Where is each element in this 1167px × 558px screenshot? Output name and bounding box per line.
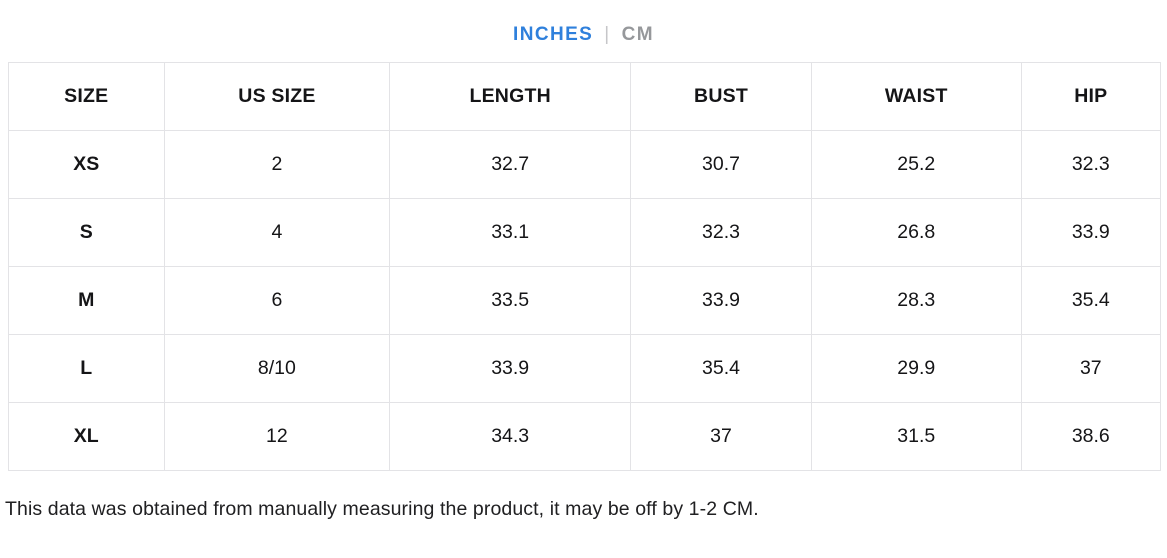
unit-toggle: INCHES | CM: [0, 0, 1167, 46]
us-size-cell: 2: [163, 130, 391, 199]
waist-cell: 26.8: [810, 198, 1022, 267]
size-label-cell: XS: [8, 130, 165, 199]
us-size-cell: 8/10: [163, 334, 391, 403]
waist-cell: 29.9: [810, 334, 1022, 403]
unit-toggle-inches[interactable]: INCHES: [513, 24, 594, 45]
bust-cell: 35.4: [630, 334, 812, 403]
waist-cell: 31.5: [810, 402, 1022, 471]
length-cell: 33.5: [389, 266, 632, 335]
length-cell: 33.1: [389, 198, 632, 267]
unit-toggle-divider: |: [604, 24, 611, 45]
table-row-m: M 6 33.5 33.9 28.3 35.4: [8, 266, 1162, 335]
us-size-cell: 4: [163, 198, 391, 267]
hip-cell: 33.9: [1020, 198, 1162, 267]
hip-cell: 38.6: [1020, 402, 1162, 471]
us-size-cell: 6: [163, 266, 391, 335]
hip-cell: 32.3: [1020, 130, 1162, 199]
unit-toggle-cm[interactable]: CM: [621, 24, 654, 45]
table-row-l: L 8/10 33.9 35.4 29.9 37: [8, 334, 1162, 403]
table-row-xs: XS 2 32.7 30.7 25.2 32.3: [8, 130, 1162, 199]
table-header-row: SIZE US SIZE LENGTH BUST WAIST HIP: [8, 62, 1162, 131]
us-size-cell: 12: [163, 402, 391, 471]
column-header-length: LENGTH: [389, 62, 632, 131]
waist-cell: 25.2: [810, 130, 1022, 199]
size-label-cell: M: [8, 266, 165, 335]
column-header-size: SIZE: [8, 62, 165, 131]
size-label-cell: L: [8, 334, 165, 403]
hip-cell: 35.4: [1020, 266, 1162, 335]
column-header-us-size: US SIZE: [163, 62, 391, 131]
table-row-s: S 4 33.1 32.3 26.8 33.9: [8, 198, 1162, 267]
bust-cell: 37: [630, 402, 812, 471]
hip-cell: 37: [1020, 334, 1162, 403]
measurement-disclaimer: This data was obtained from manually mea…: [5, 498, 759, 520]
column-header-waist: WAIST: [810, 62, 1022, 131]
size-chart-table: SIZE US SIZE LENGTH BUST WAIST HIP XS 2 …: [8, 62, 1162, 471]
waist-cell: 28.3: [810, 266, 1022, 335]
length-cell: 33.9: [389, 334, 632, 403]
bust-cell: 30.7: [630, 130, 812, 199]
table-row-xl: XL 12 34.3 37 31.5 38.6: [8, 402, 1162, 471]
size-label-cell: S: [8, 198, 165, 267]
column-header-bust: BUST: [630, 62, 812, 131]
bust-cell: 33.9: [630, 266, 812, 335]
length-cell: 32.7: [389, 130, 632, 199]
size-label-cell: XL: [8, 402, 165, 471]
length-cell: 34.3: [389, 402, 632, 471]
column-header-hip: HIP: [1020, 62, 1162, 131]
bust-cell: 32.3: [630, 198, 812, 267]
